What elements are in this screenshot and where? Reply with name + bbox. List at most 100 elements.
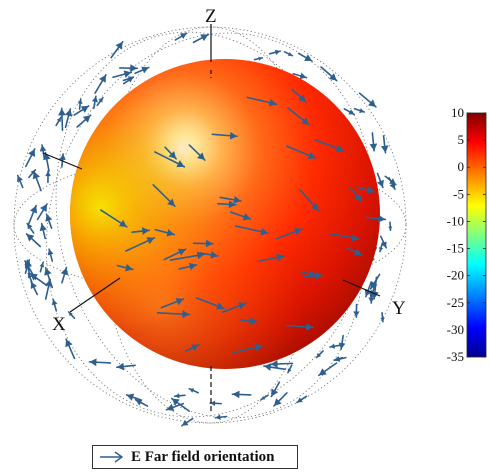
field-arrow [152,184,176,208]
y-axis-line [342,279,381,297]
field-arrow [64,108,73,129]
field-arrow [47,248,54,262]
field-arrow [67,311,76,319]
field-arrow [44,278,53,300]
field-arrow [234,225,269,236]
field-arrow [188,144,206,161]
field-arrow [209,400,222,407]
field-arrow [36,203,48,221]
field-arrow [112,70,133,79]
field-arrow [268,49,282,55]
field-arrow [358,92,377,108]
field-arrow [369,132,378,152]
colorbar-tick-label: 0 [458,159,465,174]
field-arrow [388,177,396,190]
field-arrow [338,334,346,351]
field-arrow [163,248,187,261]
field-arrow [30,280,39,296]
field-arrow [297,52,313,62]
axis-lines [42,24,381,412]
field-arrow [217,200,237,209]
field-arrow [116,263,134,272]
field-arrow [76,114,92,128]
field-arrow [60,266,69,284]
field-arrow [39,261,45,273]
field-arrow [353,303,360,318]
field-arrow [258,253,285,262]
field-arrow [211,131,238,140]
field-arrow [73,105,90,116]
field-arrow [25,233,42,248]
field-arrow [270,381,281,398]
field-arrow [125,393,142,401]
field-arrow [230,211,252,221]
x-axis-line [69,277,121,313]
colorbar-tick-label: -15 [447,241,464,256]
field-arrow [231,390,252,399]
field-arrow [24,259,31,274]
field-arrow [192,239,214,248]
field-arrow [214,414,228,420]
field-arrow [353,107,366,113]
field-arrow [388,221,393,231]
field-arrow [239,317,258,325]
field-arrow [263,363,287,371]
field-arrow [178,262,198,271]
x-axis-neg-line [42,152,83,170]
field-arrow [356,186,376,194]
colorbar-tick-label: 5 [458,132,465,147]
x-axis-label: X [52,314,66,335]
field-arrow [287,107,310,126]
field-arrow [329,343,342,349]
field-arrow [273,392,288,407]
field-arrow [88,358,112,367]
field-arrow [291,88,307,103]
field-arrow [287,364,293,374]
field-arrows-back [16,32,397,427]
field-arrow [173,393,186,399]
field-arrow [343,107,356,116]
field-arrow [285,322,314,331]
colorbar-gradient [466,112,487,358]
legend: E Far field orientation [92,445,298,469]
field-arrow [380,135,389,154]
field-arrow [380,312,385,323]
field-arrow [379,235,387,249]
field-arrow [39,144,47,160]
field-arrow [320,66,338,82]
field-arrow [181,417,194,427]
field-arrow [164,146,177,160]
colorbar-tick-label: -10 [447,213,464,228]
field-arrow [165,402,185,411]
z-axis-label: Z [205,6,217,27]
field-arrow [296,395,308,404]
field-arrow [91,95,98,110]
field-arrow [269,360,294,368]
field-arrow [232,343,264,354]
field-arrow [77,98,83,110]
field-arrow [116,362,136,371]
field-arrow [315,350,324,359]
colorbar-tick-label: -20 [447,268,464,283]
field-arrow [260,394,269,401]
field-arrow [45,213,53,229]
field-arrow [275,227,303,240]
colorbar-tick-label: -25 [447,295,464,310]
field-arrow [154,151,186,168]
field-arrow [27,204,38,226]
field-arrow [65,338,76,360]
field-arrow [110,40,124,59]
field-arrow [184,344,200,352]
field-arrow [156,310,191,318]
field-arrow [154,228,176,237]
colorbar-tick-label: -35 [447,349,464,364]
field-arrow [376,172,384,189]
field-arrow [169,251,206,261]
field-arrow [246,96,278,107]
field-arrow [285,145,317,160]
field-arrow [314,139,345,152]
field-arrow [188,387,199,394]
field-arrow [131,227,151,235]
field-arrow [253,56,264,61]
